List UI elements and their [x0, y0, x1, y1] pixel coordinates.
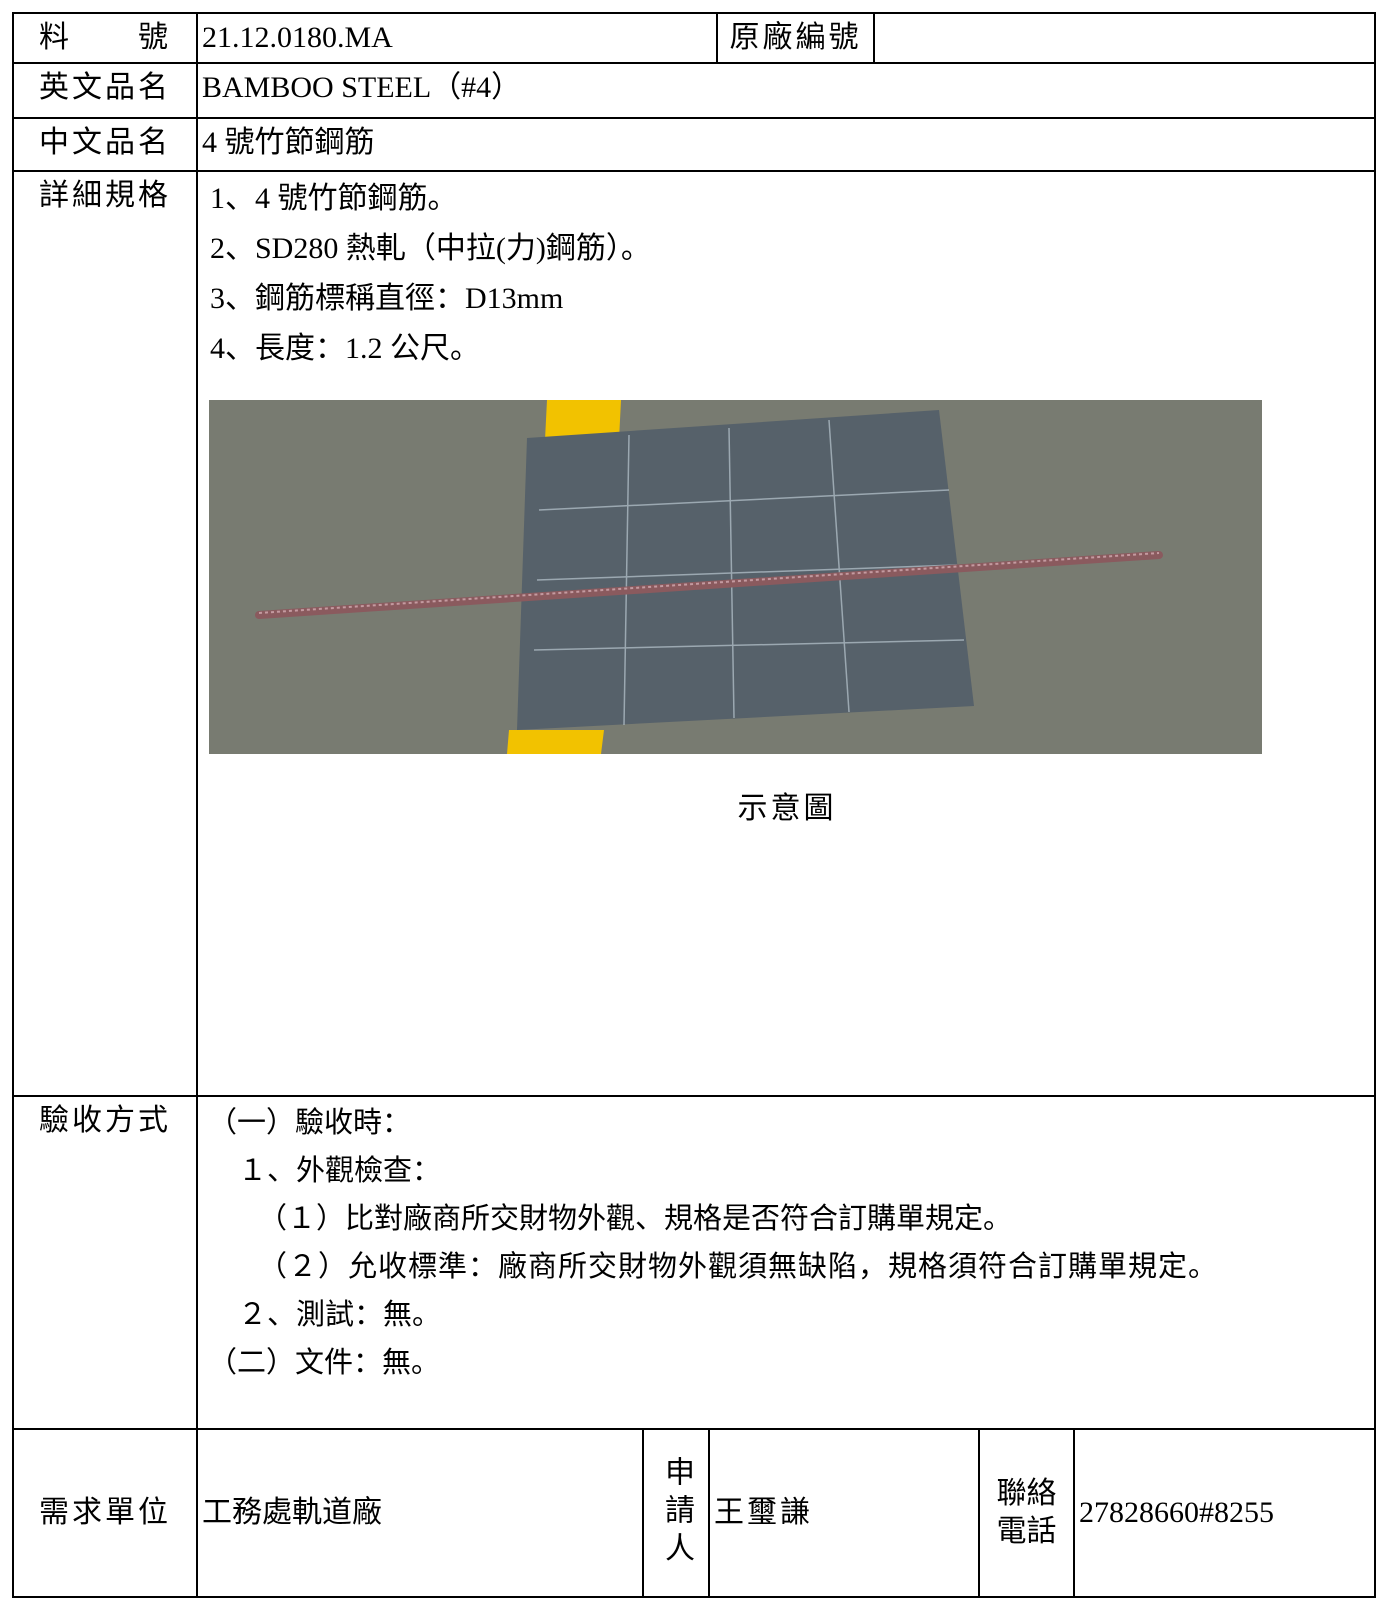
spec-cell: 1、4 號竹節鋼筋。 2、SD280 熱軋（中拉(力)鋼筋）。 3、鋼筋標稱直徑…	[196, 170, 1376, 1095]
spec-line: 1、4 號竹節鋼筋。	[210, 182, 458, 215]
label: 申請人	[642, 1428, 708, 1596]
label: 需求單位	[12, 1428, 196, 1596]
acceptance-line: ２、測試：無。	[238, 1299, 442, 1331]
value	[873, 12, 1376, 62]
acceptance-line: １、外觀檢查：	[238, 1155, 442, 1187]
value: 王璽謙	[708, 1428, 978, 1596]
photo	[209, 400, 1262, 754]
spec-line: 3、鋼筋標稱直徑：D13mm	[210, 282, 564, 315]
value: 21.12.0180.MA	[196, 12, 716, 62]
acceptance-line: （一）驗收時：	[208, 1107, 412, 1139]
acceptance-cell: （一）驗收時： １、外觀檢查： （１）比對廠商所交財物外觀、規格是否符合訂購單規…	[196, 1095, 1376, 1428]
value: 工務處軌道廠	[196, 1428, 642, 1596]
label: 詳細規格	[12, 170, 196, 1095]
label: 英文品名	[12, 62, 196, 117]
label: 中文品名	[12, 117, 196, 170]
label: 驗收方式	[12, 1095, 196, 1428]
image-caption: 示意圖	[737, 792, 837, 825]
label: 原廠編號	[716, 12, 873, 62]
spec-line: 4、長度：1.2 公尺。	[210, 332, 480, 365]
label: 料 號	[12, 12, 196, 62]
acceptance-line: （二）文件：無。	[208, 1347, 441, 1379]
spec-line: 2、SD280 熱軋（中拉(力)鋼筋）。	[210, 232, 651, 265]
acceptance-line: （１）比對廠商所交財物外觀、規格是否符合訂購單規定。	[258, 1203, 1013, 1235]
value: 27828660#8255	[1073, 1428, 1376, 1596]
value: 4 號竹節鋼筋	[196, 117, 1376, 170]
spec-sheet: 料 號 21.12.0180.MA 原廠編號 英文品名 BAMBOO STEEL…	[12, 12, 1376, 1598]
value: BAMBOO STEEL（#4）	[196, 62, 1376, 117]
acceptance-line: （２）允收標準：廠商所交財物外觀須無缺陷，規格須符合訂購單規定。	[258, 1251, 1219, 1283]
label: 聯絡電話	[978, 1428, 1073, 1596]
